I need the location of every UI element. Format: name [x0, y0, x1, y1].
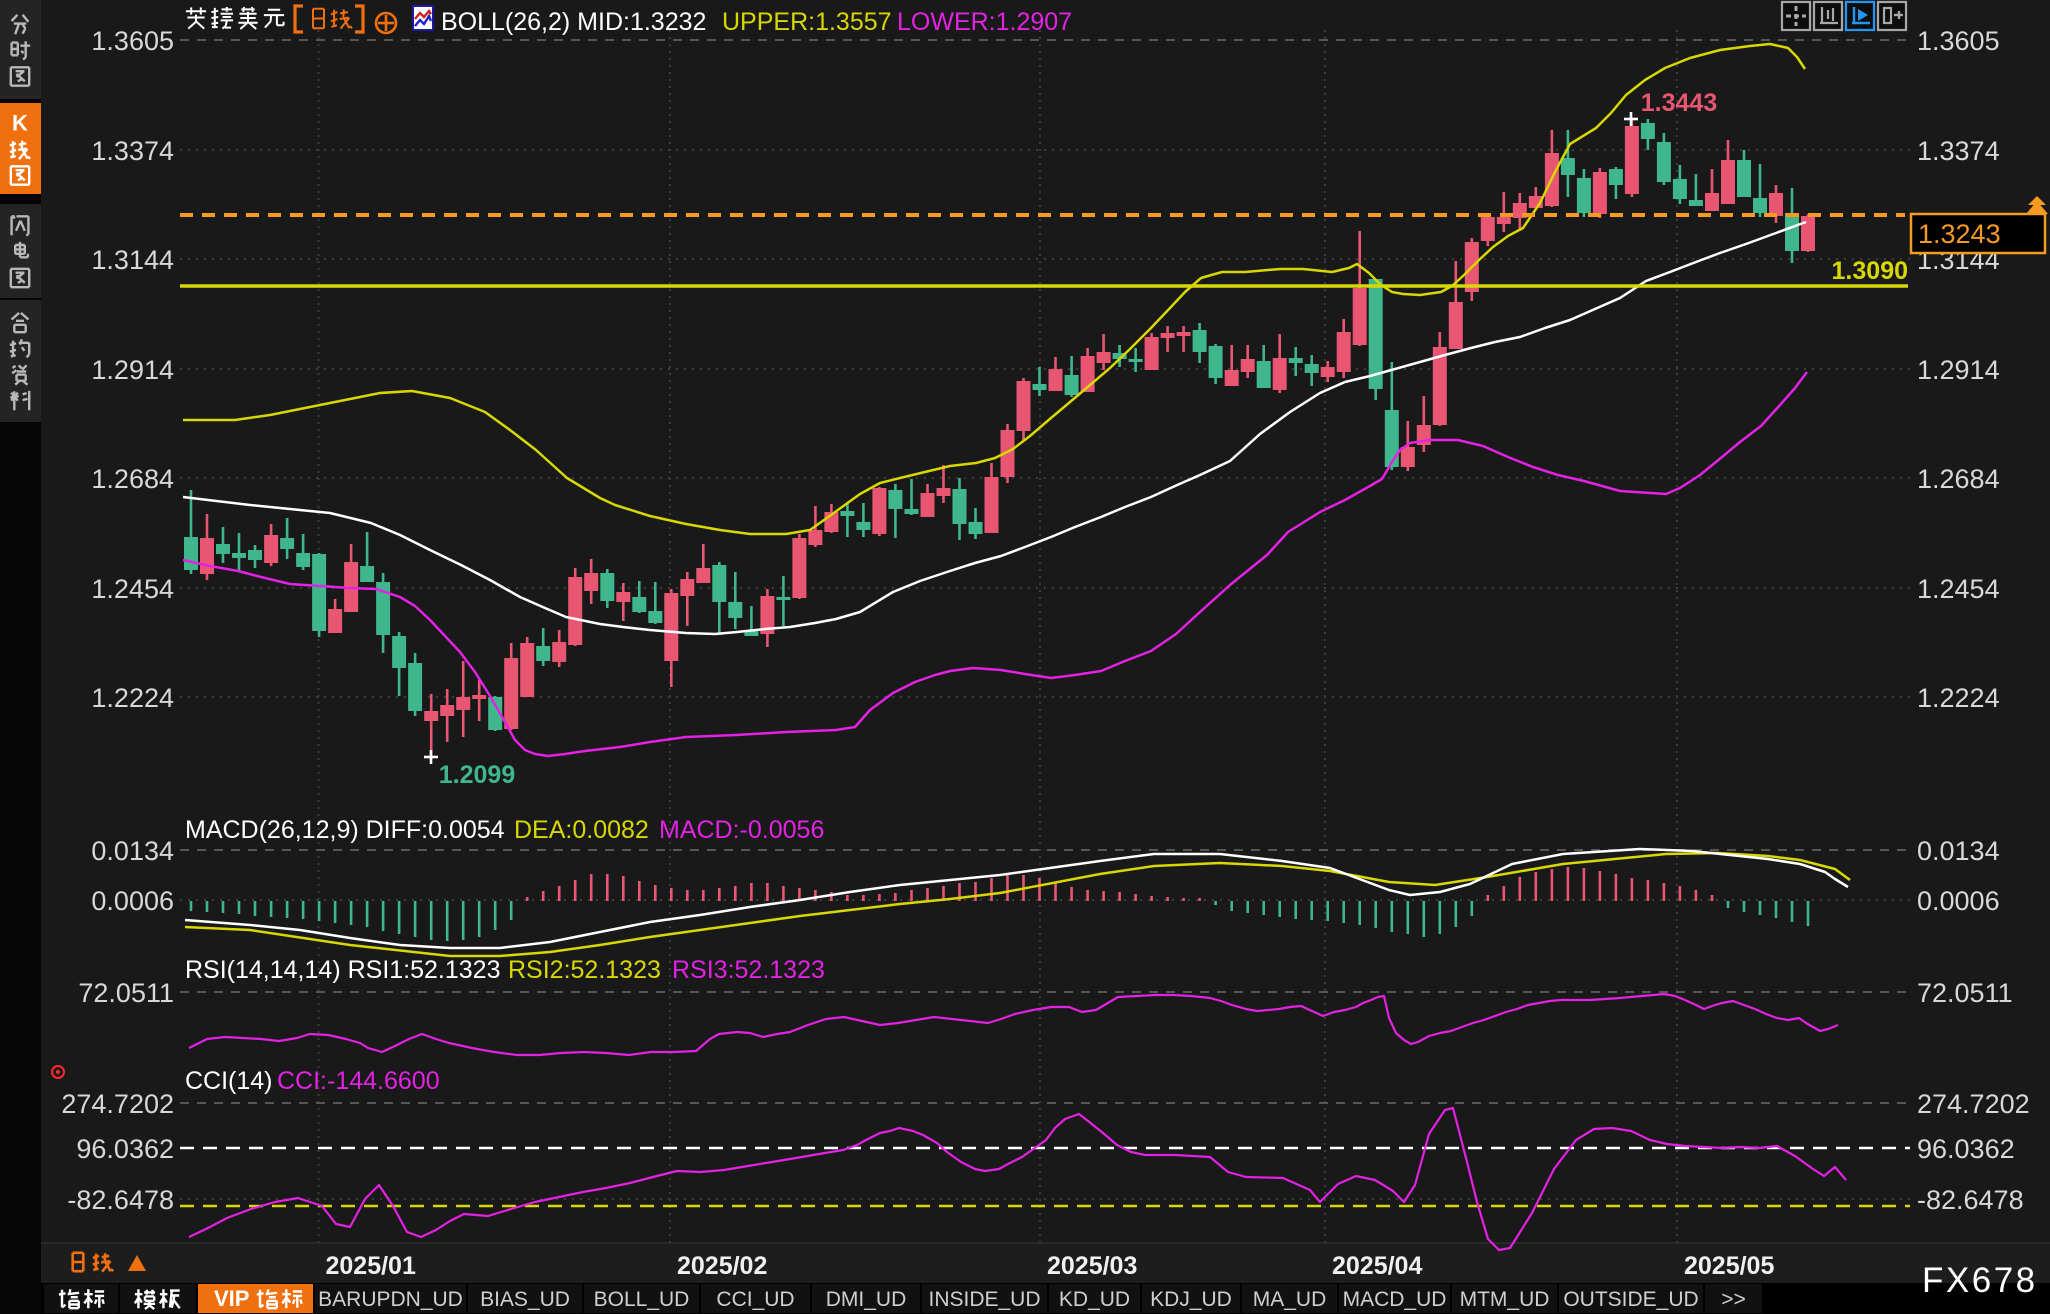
svg-text:KDJ_UD: KDJ_UD [1150, 1288, 1232, 1311]
svg-text:UPPER:1.3557: UPPER:1.3557 [722, 8, 892, 36]
svg-text:274.7202: 274.7202 [1917, 1089, 2030, 1119]
svg-text:MA_UD: MA_UD [1253, 1288, 1327, 1311]
svg-text:CCI(14): CCI(14) [185, 1067, 273, 1095]
svg-text:1.3443: 1.3443 [1641, 89, 1717, 117]
svg-text:BARUPDN_UD: BARUPDN_UD [318, 1288, 463, 1311]
svg-text:RSI3:52.1323: RSI3:52.1323 [672, 956, 825, 984]
svg-text:2025/01: 2025/01 [326, 1252, 416, 1280]
svg-text:1.3605: 1.3605 [91, 26, 174, 56]
svg-text:DEA:0.0082: DEA:0.0082 [514, 816, 649, 844]
svg-text:FX678: FX678 [1922, 1261, 2038, 1300]
svg-text:1.2454: 1.2454 [91, 574, 174, 604]
svg-text:0.0134: 0.0134 [91, 836, 174, 866]
svg-text:1.3243: 1.3243 [1918, 219, 2001, 249]
svg-text:1.2684: 1.2684 [1917, 464, 2000, 494]
svg-text:1.3090: 1.3090 [1832, 257, 1908, 285]
svg-text:2025/03: 2025/03 [1047, 1252, 1137, 1280]
svg-text:1.3605: 1.3605 [1917, 26, 2000, 56]
svg-text:>>: >> [1721, 1288, 1746, 1311]
svg-text:1.2099: 1.2099 [439, 761, 515, 789]
svg-text:K: K [12, 111, 28, 136]
svg-text:MACD:-0.0056: MACD:-0.0056 [659, 816, 824, 844]
svg-text:1.2914: 1.2914 [91, 355, 174, 385]
svg-text:INSIDE_UD: INSIDE_UD [928, 1288, 1040, 1311]
svg-text:KD_UD: KD_UD [1059, 1288, 1130, 1311]
svg-text:OUTSIDE_UD: OUTSIDE_UD [1563, 1288, 1698, 1311]
svg-text:BIAS_UD: BIAS_UD [480, 1288, 570, 1311]
svg-text:1.3144: 1.3144 [91, 245, 174, 275]
svg-text:CCI_UD: CCI_UD [716, 1288, 794, 1311]
svg-text:VIP: VIP [214, 1286, 249, 1311]
svg-text:1.3374: 1.3374 [91, 136, 174, 166]
svg-text:0.0134: 0.0134 [1917, 836, 2000, 866]
svg-text:MACD_UD: MACD_UD [1343, 1288, 1447, 1311]
svg-text:96.0362: 96.0362 [1917, 1134, 2015, 1164]
svg-text:1.3374: 1.3374 [1917, 136, 2000, 166]
svg-text:1.2684: 1.2684 [91, 464, 174, 494]
svg-text:RSI2:52.1323: RSI2:52.1323 [508, 956, 661, 984]
svg-text:2025/05: 2025/05 [1684, 1252, 1774, 1280]
svg-text:1.2224: 1.2224 [1917, 683, 2000, 713]
svg-text:-82.6478: -82.6478 [1917, 1185, 2024, 1215]
svg-text:1.2914: 1.2914 [1917, 355, 2000, 385]
svg-text:1.2454: 1.2454 [1917, 574, 2000, 604]
svg-text:LOWER:1.2907: LOWER:1.2907 [897, 8, 1072, 36]
svg-text:BOLL_UD: BOLL_UD [594, 1288, 690, 1311]
svg-text:MACD(26,12,9) DIFF:0.0054: MACD(26,12,9) DIFF:0.0054 [185, 816, 505, 844]
svg-text:CCI:-144.6600: CCI:-144.6600 [277, 1067, 440, 1095]
svg-text:2025/02: 2025/02 [677, 1252, 767, 1280]
svg-text:1.2224: 1.2224 [91, 683, 174, 713]
svg-text:0.0006: 0.0006 [1917, 886, 2000, 916]
svg-text:BOLL(26,2) MID:1.3232: BOLL(26,2) MID:1.3232 [441, 8, 706, 36]
svg-text:72.0511: 72.0511 [78, 978, 174, 1008]
svg-text:MTM_UD: MTM_UD [1460, 1288, 1550, 1311]
svg-text:-82.6478: -82.6478 [67, 1185, 174, 1215]
svg-text:274.7202: 274.7202 [61, 1089, 174, 1119]
svg-text:2025/04: 2025/04 [1332, 1252, 1422, 1280]
svg-text:72.0511: 72.0511 [1917, 978, 2013, 1008]
svg-text:96.0362: 96.0362 [76, 1134, 174, 1164]
svg-text:0.0006: 0.0006 [91, 886, 174, 916]
svg-text:DMI_UD: DMI_UD [826, 1288, 907, 1311]
svg-text:RSI(14,14,14) RSI1:52.1323: RSI(14,14,14) RSI1:52.1323 [185, 956, 500, 984]
